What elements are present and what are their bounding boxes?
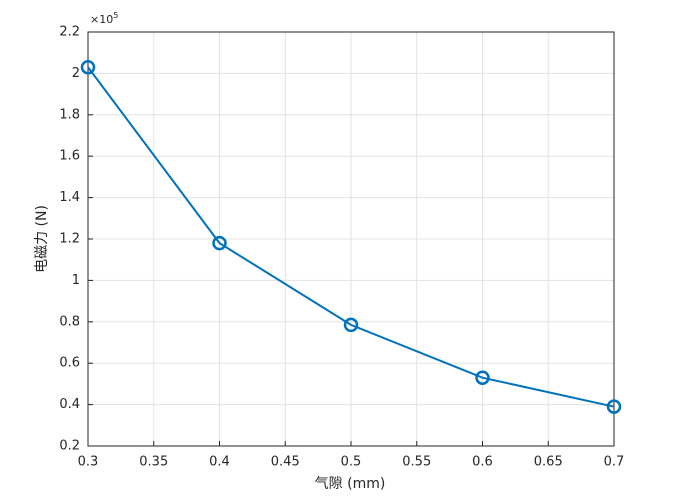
y-tick-label: 0.8 xyxy=(59,314,80,329)
y-tick-label: 1 xyxy=(72,273,80,288)
x-tick-label: 0.35 xyxy=(139,455,168,470)
x-tick-label: 0.45 xyxy=(271,455,300,470)
y-scale-base: ×10 xyxy=(90,13,113,26)
x-tick-label: 0.55 xyxy=(402,455,431,470)
line xyxy=(87,66,615,408)
x-tick-label: 0.6 xyxy=(472,455,493,470)
y-tick-label: 0.4 xyxy=(59,397,80,412)
grid xyxy=(87,31,615,447)
marker xyxy=(343,317,359,333)
y-axis-label: 电磁力 (N) xyxy=(34,205,50,273)
marker xyxy=(606,399,622,414)
marker xyxy=(80,59,96,75)
x-tick-label: 0.3 xyxy=(78,455,99,470)
x-tick-label: 0.4 xyxy=(209,455,230,470)
x-tick-label: 0.65 xyxy=(534,455,563,470)
x-tick-label: 0.5 xyxy=(341,455,362,470)
y-tick-label: 2 xyxy=(72,66,80,81)
y-scale-exponent: 5 xyxy=(113,11,118,20)
y-tick-label: 1.2 xyxy=(59,232,80,247)
y-tick-label: 2.2 xyxy=(59,25,80,40)
y-scale-label: ×105 xyxy=(90,11,118,27)
y-tick-label: 0.6 xyxy=(59,356,80,371)
y-tick-label: 1.4 xyxy=(59,190,80,205)
x-axis-label: 气隙 (mm) xyxy=(315,476,386,492)
y-tick-label: 1.8 xyxy=(59,107,80,122)
y-tick-label: 0.2 xyxy=(59,439,80,454)
marker xyxy=(475,370,490,385)
x-tick-label: 0.7 xyxy=(604,455,625,470)
y-tick-label: 1.6 xyxy=(59,149,80,164)
marker xyxy=(212,235,227,251)
